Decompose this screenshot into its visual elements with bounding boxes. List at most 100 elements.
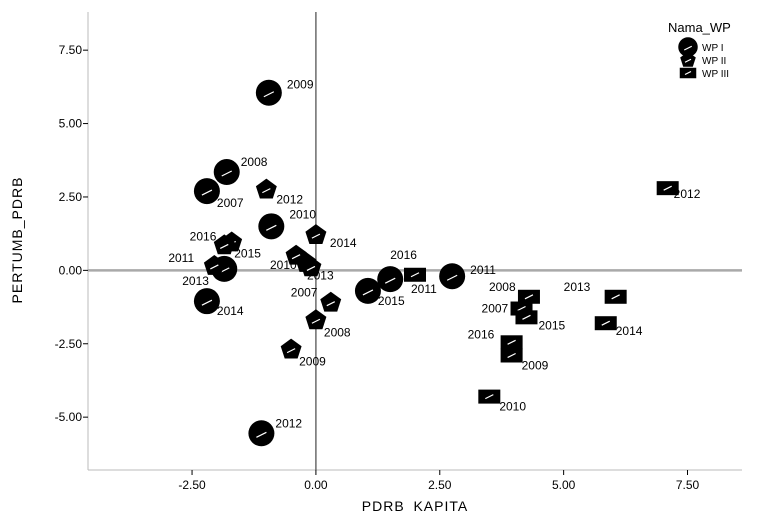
y-tick-label: -5.00 xyxy=(55,410,83,424)
marker-tick xyxy=(517,305,526,312)
point-label: 2010 xyxy=(499,400,526,414)
data-point xyxy=(500,348,523,363)
marker-tick xyxy=(611,294,620,300)
y-tick-label: 0.00 xyxy=(59,263,83,277)
marker-tick xyxy=(262,188,271,194)
marker-pentagon xyxy=(280,338,302,359)
marker-pentagon xyxy=(680,51,696,67)
marker-tick xyxy=(446,274,458,281)
point-label: 2015 xyxy=(538,318,565,332)
data-point xyxy=(213,234,235,255)
marker-pentagon xyxy=(305,309,327,330)
point-label: 2009 xyxy=(287,78,314,92)
data-point xyxy=(255,178,277,199)
data-point xyxy=(377,266,404,293)
point-label: 2012 xyxy=(674,187,701,201)
marker-pentagon xyxy=(213,234,235,255)
x-axis-title: PDRB_KAPITA xyxy=(362,498,468,513)
data-point xyxy=(404,267,426,282)
data-point xyxy=(478,389,501,404)
point-label: 2011 xyxy=(168,251,194,265)
x-tick-label: 2.50 xyxy=(428,478,452,492)
marker-pentagon xyxy=(255,178,277,199)
marker-circle xyxy=(258,213,285,240)
data-point xyxy=(305,309,327,330)
marker-circle xyxy=(678,37,698,57)
legend-label: WP I xyxy=(702,43,723,54)
marker-tick xyxy=(256,431,267,438)
marker-tick xyxy=(507,339,516,345)
marker-tick xyxy=(384,277,396,284)
legend-marker xyxy=(680,51,696,67)
data-point xyxy=(604,289,627,304)
marker-pentagon xyxy=(300,256,322,277)
data-point xyxy=(517,289,540,304)
marker-tick xyxy=(306,265,316,271)
data-point xyxy=(280,338,302,359)
point-label: 2009 xyxy=(299,355,326,369)
point-label: 2012 xyxy=(275,416,302,430)
point-labels: 2009 2008 2007 2010 2013 2014 2012 2015 2016 2011… xyxy=(168,78,700,431)
legend-label: WP II xyxy=(702,56,726,67)
marker-circle xyxy=(248,420,275,447)
point-label: 2010 xyxy=(289,207,316,221)
point-label: 2008 xyxy=(241,155,268,169)
data-point xyxy=(255,79,282,106)
legend-title: Nama_WP xyxy=(668,20,731,35)
data-point xyxy=(193,288,220,315)
y-tick-label: 2.50 xyxy=(59,190,83,204)
point-label: 2011 xyxy=(411,282,437,296)
point-label: 2007 xyxy=(482,302,509,316)
marker-tick xyxy=(663,185,672,191)
data-point xyxy=(320,291,342,312)
data-point xyxy=(594,316,617,331)
point-label: 2007 xyxy=(291,286,318,300)
marker-tick xyxy=(485,394,494,400)
marker-tick xyxy=(291,254,301,260)
legend-marker xyxy=(679,67,697,79)
point-label: 2014 xyxy=(616,324,643,338)
data-point xyxy=(258,213,285,240)
reference-lines xyxy=(88,12,742,470)
data-point xyxy=(439,263,466,290)
data-point xyxy=(248,420,275,447)
marker-tick xyxy=(311,318,321,324)
x-tick-label: 5.00 xyxy=(552,478,576,492)
marker-circle xyxy=(439,263,466,290)
point-label: 2012 xyxy=(276,193,303,207)
y-axis-title: PERTUMB_PDRB xyxy=(9,177,25,304)
x-tick-label: 7.50 xyxy=(676,478,700,492)
point-label: 2015 xyxy=(378,294,405,308)
marker-tick xyxy=(684,58,692,63)
point-label: 2016 xyxy=(390,248,417,262)
marker-tick xyxy=(524,294,534,300)
point-label: 2013 xyxy=(307,268,334,282)
marker-tick xyxy=(263,91,275,98)
point-label: 2014 xyxy=(330,236,357,250)
y-tick-label: -2.50 xyxy=(55,337,83,351)
data-point xyxy=(300,256,322,277)
marker-pentagon xyxy=(320,291,342,312)
point-label: 2010 xyxy=(270,258,297,272)
data-point xyxy=(354,277,381,304)
data-points xyxy=(193,79,679,447)
point-label: 2015 xyxy=(234,246,261,260)
plot-frame xyxy=(87,12,742,471)
x-tick-label: -2.50 xyxy=(178,478,206,492)
point-label: 2011 xyxy=(470,263,496,277)
marker-tick xyxy=(684,70,692,76)
marker-tick xyxy=(201,299,213,306)
data-point xyxy=(656,181,679,196)
marker-pentagon xyxy=(203,255,225,275)
legend-marker xyxy=(678,37,698,57)
marker-tick xyxy=(219,243,229,249)
marker-tick xyxy=(362,289,374,296)
marker-tick xyxy=(221,170,232,177)
point-label: 2013 xyxy=(182,274,209,288)
legend-label: WP III xyxy=(702,69,729,80)
data-point xyxy=(500,335,523,350)
marker-tick xyxy=(266,224,277,231)
marker-pentagon xyxy=(305,224,327,244)
marker-circle xyxy=(377,266,404,293)
